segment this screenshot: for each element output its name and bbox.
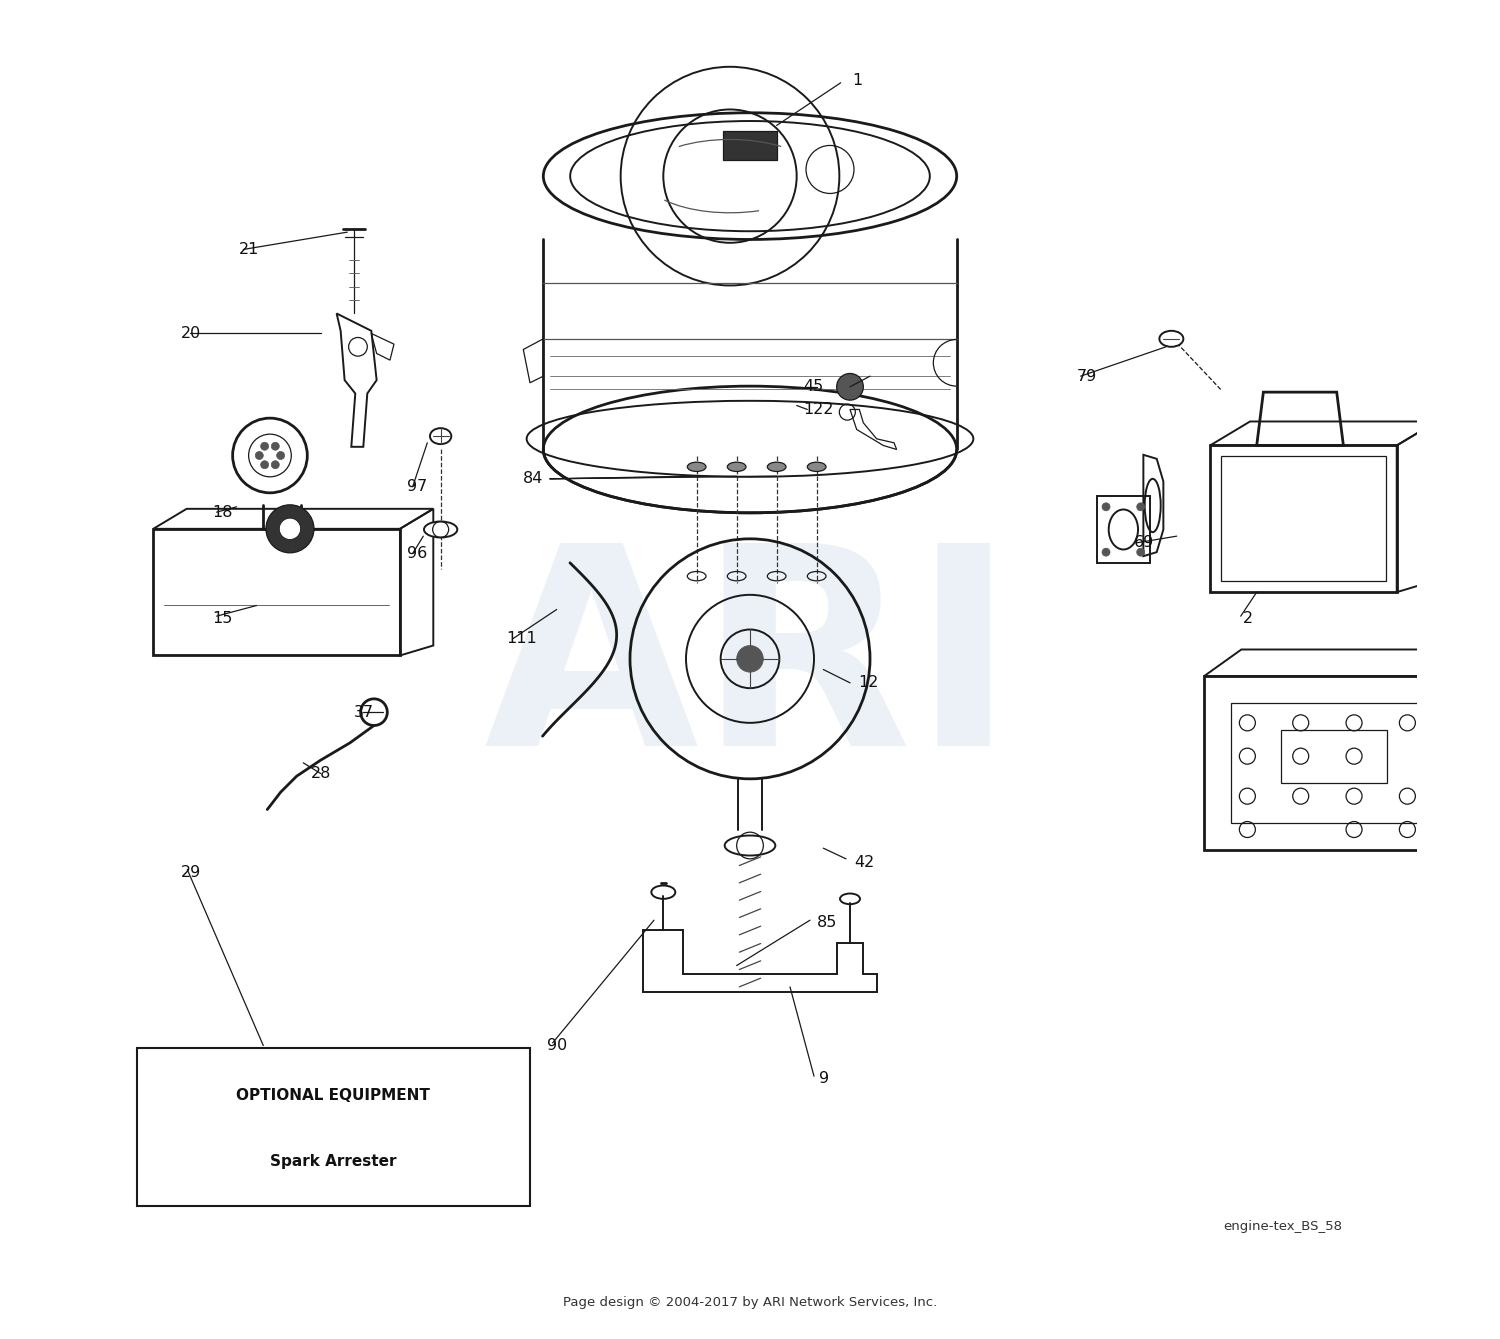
Text: 12: 12 bbox=[858, 675, 879, 691]
Bar bbox=[1210, 446, 1396, 592]
Circle shape bbox=[1137, 503, 1144, 510]
Ellipse shape bbox=[728, 462, 746, 471]
Text: 79: 79 bbox=[1077, 368, 1096, 384]
Text: OPTIONAL EQUIPMENT: OPTIONAL EQUIPMENT bbox=[237, 1087, 430, 1103]
Text: 1: 1 bbox=[852, 72, 862, 87]
Text: 21: 21 bbox=[240, 242, 260, 257]
Text: 97: 97 bbox=[408, 479, 428, 494]
Text: 18: 18 bbox=[213, 505, 232, 520]
Circle shape bbox=[1102, 548, 1110, 556]
Circle shape bbox=[272, 461, 279, 469]
Ellipse shape bbox=[1160, 331, 1184, 347]
Text: 20: 20 bbox=[180, 325, 201, 341]
Text: ARI: ARI bbox=[484, 534, 1016, 805]
Circle shape bbox=[1137, 548, 1144, 556]
Ellipse shape bbox=[807, 462, 826, 471]
Circle shape bbox=[255, 451, 264, 459]
Text: 2: 2 bbox=[1244, 612, 1254, 627]
Bar bbox=[136, 1048, 530, 1205]
Text: 37: 37 bbox=[354, 704, 374, 719]
Bar bbox=[153, 529, 401, 656]
Text: 90: 90 bbox=[548, 1038, 567, 1052]
Text: 96: 96 bbox=[408, 546, 428, 561]
Circle shape bbox=[837, 374, 864, 400]
Ellipse shape bbox=[424, 521, 458, 537]
Text: 42: 42 bbox=[853, 856, 874, 870]
Ellipse shape bbox=[687, 462, 706, 471]
Text: 69: 69 bbox=[1134, 536, 1155, 550]
Bar bbox=[723, 131, 777, 161]
Circle shape bbox=[736, 645, 764, 672]
Circle shape bbox=[261, 442, 268, 450]
Text: 29: 29 bbox=[180, 865, 201, 880]
Text: 84: 84 bbox=[524, 471, 543, 486]
Bar bbox=[1281, 730, 1388, 783]
Text: engine-tex_BS_58: engine-tex_BS_58 bbox=[1224, 1220, 1342, 1233]
Text: 28: 28 bbox=[312, 766, 332, 781]
Text: 9: 9 bbox=[819, 1071, 830, 1086]
Text: 85: 85 bbox=[816, 916, 837, 931]
Ellipse shape bbox=[768, 462, 786, 471]
Circle shape bbox=[266, 505, 314, 553]
Text: 111: 111 bbox=[506, 631, 537, 647]
Circle shape bbox=[279, 518, 300, 540]
Ellipse shape bbox=[430, 428, 451, 445]
Circle shape bbox=[261, 461, 268, 469]
Circle shape bbox=[276, 451, 285, 459]
Text: Page design © 2004-2017 by ARI Network Services, Inc.: Page design © 2004-2017 by ARI Network S… bbox=[562, 1296, 938, 1310]
Text: 45: 45 bbox=[804, 379, 824, 394]
Circle shape bbox=[1102, 503, 1110, 510]
Text: 122: 122 bbox=[804, 402, 834, 416]
Circle shape bbox=[272, 442, 279, 450]
Bar bbox=[1221, 457, 1386, 581]
Text: 15: 15 bbox=[213, 612, 232, 627]
Text: Spark Arrester: Spark Arrester bbox=[270, 1154, 396, 1169]
